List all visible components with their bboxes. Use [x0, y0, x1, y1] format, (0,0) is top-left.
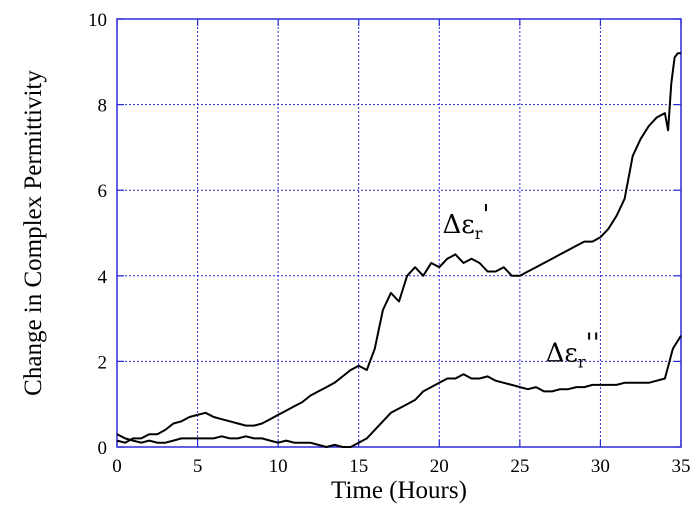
annotation-lower-sub: r: [578, 352, 586, 371]
y-axis-title: Change in Complex Permittivity: [20, 70, 47, 396]
y-tick-label: 2: [98, 352, 108, 373]
plot-frame: [116, 18, 682, 448]
series-upper-line: [116, 52, 681, 444]
x-tick-label: 0: [112, 456, 122, 477]
series-lines: [116, 52, 682, 448]
y-tick-label: 8: [98, 96, 108, 117]
x-axis-title: Time (Hours): [331, 477, 467, 504]
annotation-upper-sup: ': [482, 200, 489, 230]
grid: [117, 19, 681, 447]
y-tick-label: 4: [98, 267, 108, 288]
x-tick-label: 10: [269, 456, 288, 477]
annotation-lower-sup: '': [586, 328, 600, 358]
x-tick-label: 20: [430, 456, 449, 477]
annotation-lower-base: Δε: [546, 338, 578, 368]
annotation-upper-sub: r: [475, 224, 483, 243]
y-tick-label: 10: [88, 10, 107, 31]
x-tick-label: 5: [193, 456, 203, 477]
annotation-upper-base: Δε: [443, 210, 475, 240]
y-tick-label: 6: [98, 181, 108, 202]
x-tick-label: 35: [672, 456, 691, 477]
annotation-lower: Δεr'': [546, 328, 600, 371]
y-tick-label: 0: [98, 438, 108, 459]
x-tick-label: 15: [349, 456, 368, 477]
ticks: 0 5 10 15 20 25 30 35 0 2 4 6 8 10: [88, 10, 691, 477]
x-tick-label: 30: [591, 456, 610, 477]
x-tick-label: 25: [510, 456, 529, 477]
annotation-upper: Δεr': [443, 200, 490, 243]
series-lower-line: [116, 335, 682, 448]
